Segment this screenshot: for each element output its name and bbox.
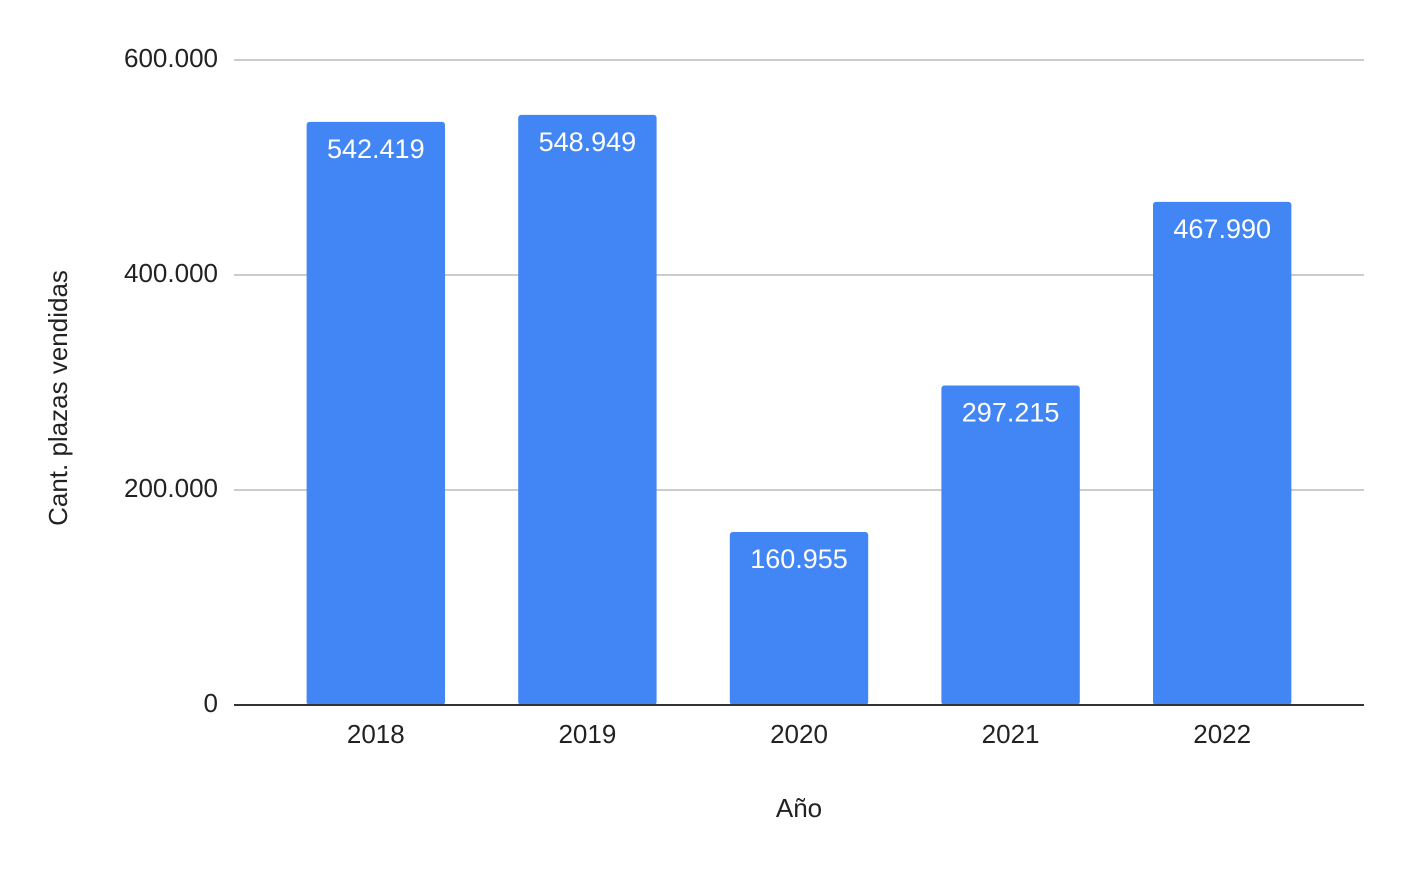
y-tick-label: 400.000 xyxy=(124,258,218,288)
value-label: 297.215 xyxy=(962,398,1060,428)
y-tick-label: 600.000 xyxy=(124,43,218,73)
bar xyxy=(306,121,445,705)
y-tick-label: 200.000 xyxy=(124,473,218,503)
bar xyxy=(729,531,869,705)
bar xyxy=(1153,201,1292,705)
x-axis-title: Año xyxy=(776,793,822,823)
x-tick-label: 2018 xyxy=(347,719,405,749)
value-label: 467.990 xyxy=(1173,214,1271,244)
value-label: 160.955 xyxy=(750,544,848,574)
bar xyxy=(941,385,1080,705)
bar xyxy=(518,114,657,705)
x-tick-label: 2021 xyxy=(982,719,1040,749)
x-tick-label: 2022 xyxy=(1193,719,1251,749)
value-label: 542.419 xyxy=(327,134,425,164)
y-axis-title: Cant. plazas vendidas xyxy=(43,270,73,526)
x-tick-label: 2019 xyxy=(558,719,616,749)
y-tick-label: 0 xyxy=(204,688,218,718)
x-tick-label: 2020 xyxy=(770,719,828,749)
value-label: 548.949 xyxy=(539,127,637,157)
